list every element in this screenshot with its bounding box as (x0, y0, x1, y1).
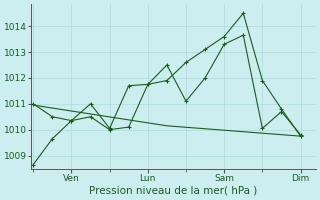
X-axis label: Pression niveau de la mer( hPa ): Pression niveau de la mer( hPa ) (90, 186, 258, 196)
